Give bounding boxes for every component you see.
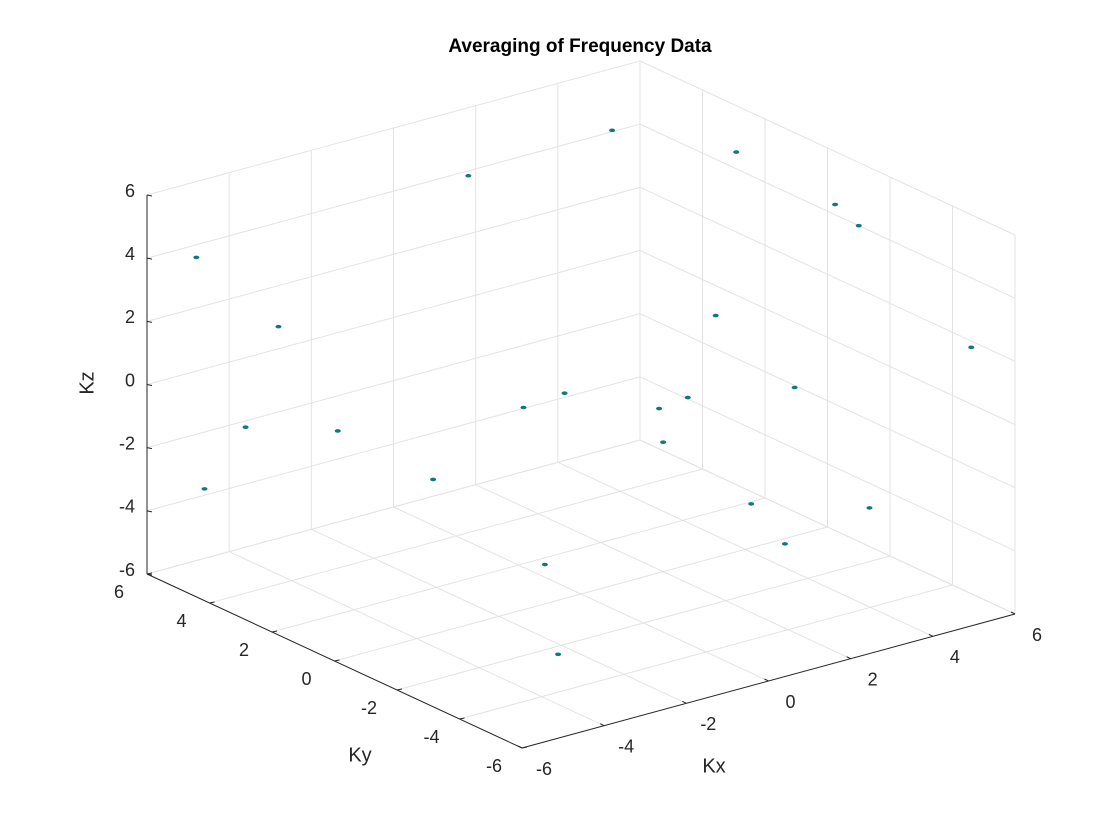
- grid-line: [639, 439, 1016, 615]
- grid-line: [146, 60, 641, 196]
- point: [656, 406, 663, 411]
- y-tick-mark: [209, 601, 215, 604]
- point: [791, 385, 798, 390]
- x-tick-label: 0: [785, 692, 795, 712]
- z-tick-mark: [146, 510, 153, 513]
- grid-line: [639, 376, 1016, 552]
- y-tick-mark: [396, 688, 403, 691]
- grid-line: [639, 313, 1016, 489]
- x-tick-mark: [928, 633, 934, 637]
- z-tick-label: 4: [125, 244, 135, 264]
- grid-line: [639, 250, 1016, 425]
- point: [609, 128, 616, 133]
- point: [855, 223, 862, 228]
- z-tick-mark: [146, 320, 153, 323]
- y-tick-label: -2: [361, 698, 377, 718]
- point: [520, 405, 527, 410]
- x-tick-label: -2: [700, 714, 716, 734]
- z-tick-label: 2: [125, 307, 135, 327]
- point: [275, 324, 282, 329]
- grid-line: [146, 250, 641, 385]
- z-tick-label: 6: [125, 181, 135, 201]
- z-tick-mark: [146, 384, 153, 386]
- point: [660, 440, 667, 444]
- x-tick-label: -4: [618, 736, 634, 756]
- point: [465, 173, 472, 178]
- grid-line: [271, 497, 766, 633]
- grid-line: [146, 439, 641, 575]
- point: [201, 487, 208, 491]
- y-tick-label: 0: [301, 669, 311, 689]
- point: [555, 652, 562, 657]
- z-tick-label: -4: [119, 497, 135, 517]
- grid-line: [396, 555, 891, 691]
- z-tick-mark: [146, 257, 153, 260]
- grid-line: [146, 376, 641, 512]
- x-tick-label: 2: [868, 669, 878, 689]
- grid-line: [334, 526, 828, 662]
- grid-line: [459, 584, 953, 720]
- y-axis-label: Ky: [348, 744, 371, 766]
- x-tick-mark: [1010, 611, 1016, 615]
- point: [334, 429, 341, 433]
- grid-line: [209, 468, 703, 604]
- z-tick-label: -2: [119, 433, 135, 453]
- z-tick-label: 0: [125, 370, 135, 390]
- y-tick-label: -6: [486, 756, 502, 776]
- point: [968, 345, 975, 350]
- x-tick-mark: [599, 723, 605, 727]
- point: [712, 313, 719, 318]
- point: [832, 202, 839, 207]
- z-tick-mark: [146, 194, 153, 197]
- x-tick-mark: [517, 745, 523, 749]
- y-tick-mark: [459, 717, 465, 720]
- point: [193, 255, 200, 260]
- point: [781, 542, 788, 546]
- point: [684, 395, 691, 400]
- grid-line: [146, 313, 641, 449]
- grid-line: [146, 123, 641, 259]
- point: [430, 477, 437, 482]
- y-tick-mark: [334, 659, 340, 662]
- x-tick-mark: [682, 700, 687, 704]
- grid-line: [639, 123, 1016, 299]
- point: [748, 502, 755, 506]
- x-axis-label: Kx: [702, 755, 725, 777]
- y-tick-mark: [271, 630, 278, 633]
- grid-line: [639, 186, 1016, 362]
- z-tick-mark: [146, 573, 153, 576]
- x-tick-label: 4: [950, 647, 960, 667]
- z-tick-label: -6: [119, 560, 135, 580]
- y-tick-label: 2: [239, 640, 249, 660]
- y-tick-label: -4: [423, 727, 439, 747]
- x-tick-mark: [764, 678, 769, 682]
- x-tick-label: 6: [1032, 625, 1042, 645]
- y-tick-label: 4: [176, 611, 186, 631]
- y-tick-mark: [521, 746, 528, 749]
- point: [541, 562, 548, 567]
- point: [866, 506, 873, 510]
- z-tick-mark: [146, 447, 153, 450]
- x-tick-label: -6: [536, 759, 552, 779]
- chart-title: Averaging of Frequency Data: [448, 36, 712, 57]
- x-tick-mark: [846, 656, 851, 660]
- grid-line: [146, 186, 641, 322]
- z-axis-label: Kz: [76, 371, 98, 394]
- point: [242, 425, 249, 429]
- point: [561, 391, 568, 395]
- point: [733, 150, 740, 154]
- grid-line: [639, 60, 1016, 236]
- y-tick-label: 6: [114, 582, 124, 602]
